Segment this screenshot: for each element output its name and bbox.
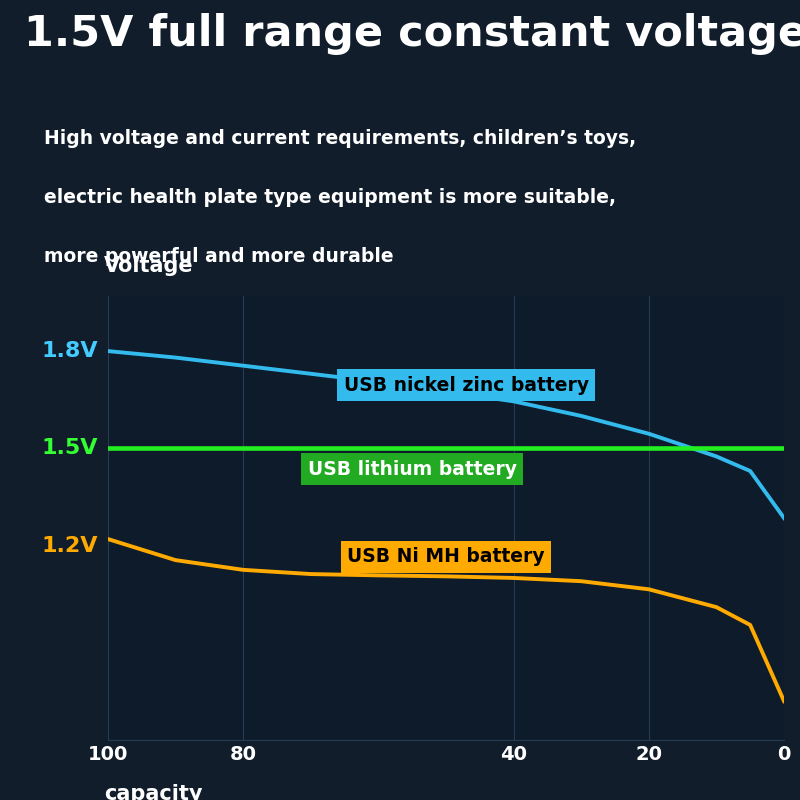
- Text: electric health plate type equipment is more suitable,: electric health plate type equipment is …: [44, 188, 616, 206]
- Text: capacity: capacity: [104, 784, 202, 800]
- Text: High voltage and current requirements, children’s toys,: High voltage and current requirements, c…: [44, 129, 636, 148]
- Text: USB nickel zinc battery: USB nickel zinc battery: [344, 376, 589, 394]
- Text: 1.8V: 1.8V: [42, 341, 98, 361]
- Text: 1.5V: 1.5V: [42, 438, 98, 458]
- Text: 1.5V full range constant voltage: 1.5V full range constant voltage: [24, 14, 800, 55]
- Text: more powerful and more durable: more powerful and more durable: [44, 246, 394, 266]
- Text: Voltage: Voltage: [104, 256, 194, 276]
- Text: USB lithium battery: USB lithium battery: [308, 460, 517, 479]
- Text: USB Ni MH battery: USB Ni MH battery: [347, 547, 545, 566]
- Text: 1.2V: 1.2V: [42, 535, 98, 555]
